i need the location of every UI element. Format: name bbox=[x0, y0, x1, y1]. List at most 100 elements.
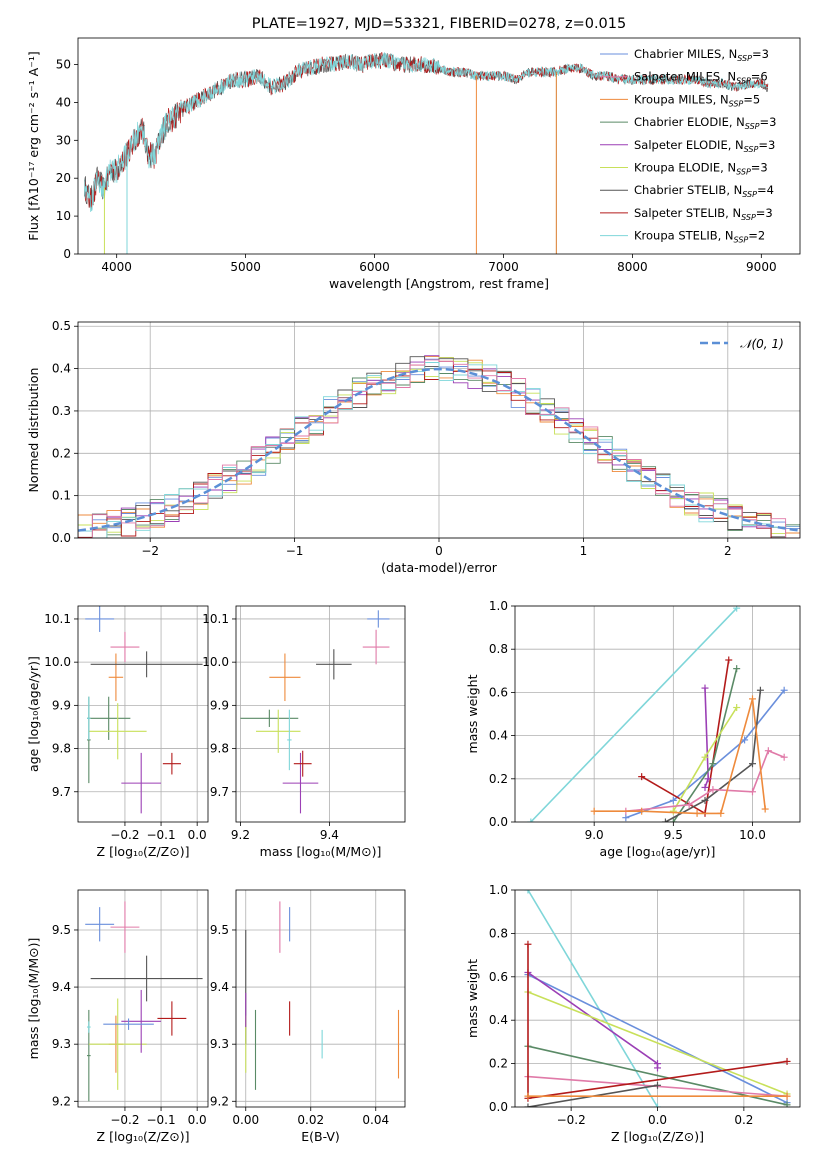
y-axis-label: mass weight bbox=[465, 674, 480, 753]
y-tick-label: 9.5 bbox=[210, 923, 229, 937]
legend-label: Kroupa MILES, NSSP=5 bbox=[634, 92, 760, 108]
x-tick-label: 9.5 bbox=[664, 828, 683, 842]
y-tick-label: 10.1 bbox=[44, 612, 71, 626]
y-tick-label: 0.8 bbox=[489, 926, 508, 940]
x-axis-label: age [log₁₀(age/yr)] bbox=[600, 844, 716, 859]
x-tick-label: 1 bbox=[580, 544, 588, 558]
y-tick-label: 9.2 bbox=[210, 1094, 229, 1108]
y-tick-label: 40 bbox=[56, 95, 71, 109]
spectrum-lines bbox=[84, 52, 769, 254]
weight-line bbox=[665, 690, 762, 822]
y-tick-label: 10.1 bbox=[202, 612, 229, 626]
weight-series bbox=[527, 606, 788, 822]
y-tick-label: 0.6 bbox=[489, 685, 508, 699]
x-tick-label: −2 bbox=[141, 544, 159, 558]
y-tick-label: 9.9 bbox=[52, 698, 71, 712]
y-tick-label: 0.4 bbox=[489, 1013, 508, 1027]
legend-label: Chabrier MILES, NSSP=3 bbox=[634, 47, 769, 63]
y-tick-label: 1.0 bbox=[489, 599, 508, 613]
y-axis-label: Flux [fλ10⁻¹⁷ erg cm⁻² s⁻¹ A⁻¹] bbox=[26, 51, 41, 240]
y-tick-label: 0.8 bbox=[489, 642, 508, 656]
x-tick-label: −0.2 bbox=[557, 1113, 586, 1127]
y-axis-label: mass weight bbox=[465, 959, 480, 1038]
x-tick-label: 8000 bbox=[617, 260, 648, 274]
y-axis-label: age [log₁₀(age/yr)] bbox=[26, 656, 41, 772]
x-tick-label: 0.00 bbox=[232, 1113, 259, 1127]
x-axis-label: wavelength [Angstrom, rest frame] bbox=[329, 276, 549, 291]
y-tick-label: 9.3 bbox=[210, 1037, 229, 1051]
axes-frame bbox=[77, 889, 209, 1108]
y-tick-label: 9.2 bbox=[52, 1094, 71, 1108]
x-tick-label: −0.1 bbox=[146, 828, 175, 842]
x-tick-label: 9000 bbox=[746, 260, 777, 274]
axes-frame bbox=[77, 321, 801, 539]
y-tick-label: 10.0 bbox=[44, 655, 71, 669]
axes-frame bbox=[77, 605, 209, 823]
x-tick-label: 4000 bbox=[101, 260, 132, 274]
x-tick-label: 0.0 bbox=[188, 1113, 207, 1127]
x-tick-label: −1 bbox=[286, 544, 304, 558]
legend-label: Salpeter STELIB, NSSP=3 bbox=[634, 206, 773, 222]
histogram-step bbox=[78, 359, 800, 538]
y-tick-label: 0.0 bbox=[489, 1100, 508, 1114]
x-tick-label: 5000 bbox=[230, 260, 261, 274]
axes-frame bbox=[514, 605, 801, 823]
axes-frame bbox=[514, 889, 801, 1108]
y-tick-label: 0.6 bbox=[489, 970, 508, 984]
y-tick-label: 1.0 bbox=[489, 883, 508, 897]
y-tick-label: 0.2 bbox=[489, 1057, 508, 1071]
x-tick-label: 0.0 bbox=[648, 1113, 667, 1127]
y-axis-label: Normed distribution bbox=[26, 368, 41, 493]
legend-label: Chabrier ELODIE, NSSP=3 bbox=[634, 115, 776, 131]
legend-label: Salpeter ELODIE, NSSP=3 bbox=[634, 138, 775, 154]
legend-label: Kroupa STELIB, NSSP=2 bbox=[634, 229, 765, 245]
y-axis-label: mass [log₁₀(M/M⊙)] bbox=[26, 938, 41, 1060]
x-tick-label: 0 bbox=[435, 544, 443, 558]
y-tick-label: 0.3 bbox=[52, 404, 71, 418]
x-tick-label: 0.2 bbox=[734, 1113, 753, 1127]
x-axis-label: Z [log₁₀(Z/Z⊙)] bbox=[611, 1129, 704, 1144]
y-tick-label: 9.7 bbox=[52, 785, 71, 799]
y-tick-label: 0.4 bbox=[489, 729, 508, 743]
y-tick-label: 0.4 bbox=[52, 362, 71, 376]
x-tick-label: −0.2 bbox=[110, 1113, 139, 1127]
x-axis-label: mass [log₁₀(M/M⊙)] bbox=[260, 844, 382, 859]
x-axis-label: Z [log₁₀(Z/Z⊙)] bbox=[97, 844, 190, 859]
x-tick-label: 9.2 bbox=[231, 828, 250, 842]
weight-line bbox=[527, 890, 659, 1107]
y-tick-label: 9.8 bbox=[52, 742, 71, 756]
spectrum-line bbox=[84, 52, 769, 212]
y-tick-label: 10.0 bbox=[202, 655, 229, 669]
x-tick-label: 9.0 bbox=[585, 828, 604, 842]
x-tick-label: 0.02 bbox=[297, 1113, 324, 1127]
y-tick-label: 50 bbox=[56, 58, 71, 72]
weight-line bbox=[625, 749, 785, 812]
y-tick-label: 10 bbox=[56, 209, 71, 223]
axes-frame bbox=[235, 605, 406, 823]
weight-series bbox=[524, 890, 791, 1107]
y-tick-label: 30 bbox=[56, 133, 71, 147]
y-tick-label: 9.9 bbox=[210, 698, 229, 712]
weight-line bbox=[527, 991, 788, 1095]
legend-label: Kroupa ELODIE, NSSP=3 bbox=[634, 161, 768, 177]
legend-label: 𝒩(0, 1) bbox=[740, 337, 784, 351]
y-tick-label: 9.8 bbox=[210, 742, 229, 756]
y-tick-label: 9.4 bbox=[210, 980, 229, 994]
y-tick-label: 0.2 bbox=[489, 772, 508, 786]
x-tick-label: 10.0 bbox=[739, 828, 766, 842]
x-axis-label: E(B-V) bbox=[301, 1129, 340, 1144]
y-tick-label: 0.5 bbox=[52, 319, 71, 333]
y-tick-label: 0 bbox=[63, 247, 71, 261]
weight-line bbox=[530, 607, 738, 822]
axes-frame bbox=[77, 37, 801, 255]
x-tick-label: −0.1 bbox=[146, 1113, 175, 1127]
x-tick-label: −0.2 bbox=[110, 828, 139, 842]
x-tick-label: 9.4 bbox=[320, 828, 339, 842]
axes-frame bbox=[235, 889, 406, 1108]
y-tick-label: 9.4 bbox=[52, 980, 71, 994]
y-tick-label: 0.0 bbox=[52, 531, 71, 545]
y-tick-label: 0.1 bbox=[52, 489, 71, 503]
y-tick-label: 9.3 bbox=[52, 1037, 71, 1051]
y-tick-label: 9.7 bbox=[210, 785, 229, 799]
